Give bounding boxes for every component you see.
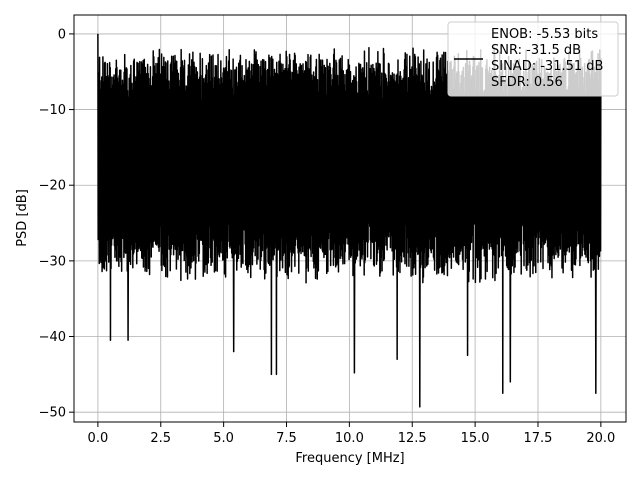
x-axis-label: Frequency [MHz] bbox=[295, 451, 404, 466]
x-tick-label: 7.5 bbox=[276, 431, 297, 446]
x-tick-label: 10.0 bbox=[335, 431, 364, 446]
y-tick-label: −30 bbox=[39, 254, 66, 269]
y-axis-label: PSD [dB] bbox=[15, 189, 30, 247]
x-tick-label: 0.0 bbox=[88, 431, 109, 446]
y-tick-label: −20 bbox=[39, 179, 66, 194]
x-tick-label: 15.0 bbox=[461, 431, 490, 446]
x-axis-ticks: 0.0 2.5 5.0 7.5 10.0 12.5 15.0 17.5 20.0 bbox=[88, 422, 615, 446]
x-tick-label: 12.5 bbox=[398, 431, 427, 446]
y-tick-label: −10 bbox=[39, 103, 66, 118]
x-tick-label: 17.5 bbox=[524, 431, 553, 446]
x-tick-label: 20.0 bbox=[586, 431, 615, 446]
y-tick-label: −40 bbox=[39, 330, 66, 345]
legend-label: ENOB: -5.53 bits SNR: -31.5 dB SINAD: -31.… bbox=[491, 27, 603, 90]
y-tick-label: 0 bbox=[58, 27, 66, 42]
y-tick-label: −50 bbox=[39, 406, 66, 421]
plot-frame bbox=[73, 14, 627, 423]
x-tick-label: 5.0 bbox=[213, 431, 234, 446]
legend-box bbox=[447, 21, 619, 97]
x-tick-label: 2.5 bbox=[150, 431, 171, 446]
legend: ENOB: -5.53 bits SNR: -31.5 dB SINAD: -31.… bbox=[447, 21, 619, 97]
y-axis-ticks: 0 −10 −20 −30 −40 −50 bbox=[39, 27, 74, 421]
